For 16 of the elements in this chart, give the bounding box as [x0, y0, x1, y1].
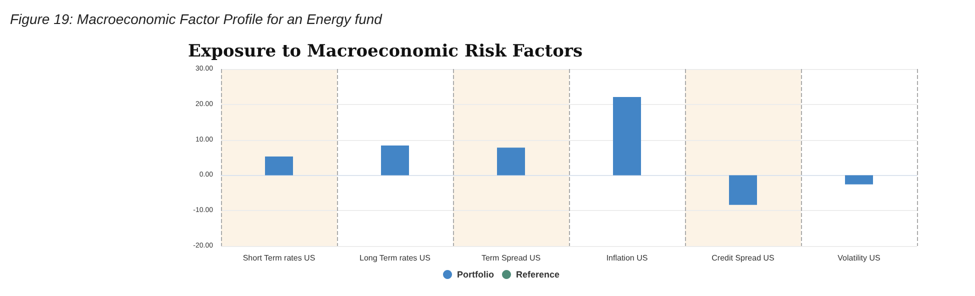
x-tick-label: Long Term rates US — [360, 254, 430, 262]
chart-title: Exposure to Macroeconomic Risk Factors — [188, 42, 583, 62]
bar — [381, 145, 409, 176]
x-tick-label: Term Spread US — [481, 254, 541, 262]
bar — [845, 175, 873, 184]
bar — [729, 175, 757, 205]
legend-label: Portfolio — [457, 270, 494, 280]
x-tick-label: Credit Spread US — [712, 254, 774, 262]
x-tick-label: Short Term rates US — [242, 254, 316, 262]
x-tick-label: Inflation US — [606, 254, 648, 262]
bar — [613, 96, 641, 176]
x-tick-label: Volatility US — [838, 254, 880, 262]
bar — [497, 148, 525, 176]
bar — [265, 156, 293, 176]
legend-label: Reference — [516, 270, 560, 280]
caption: Figure 19: Macroeconomic Factor Profile for an Energy fund — [10, 11, 384, 27]
